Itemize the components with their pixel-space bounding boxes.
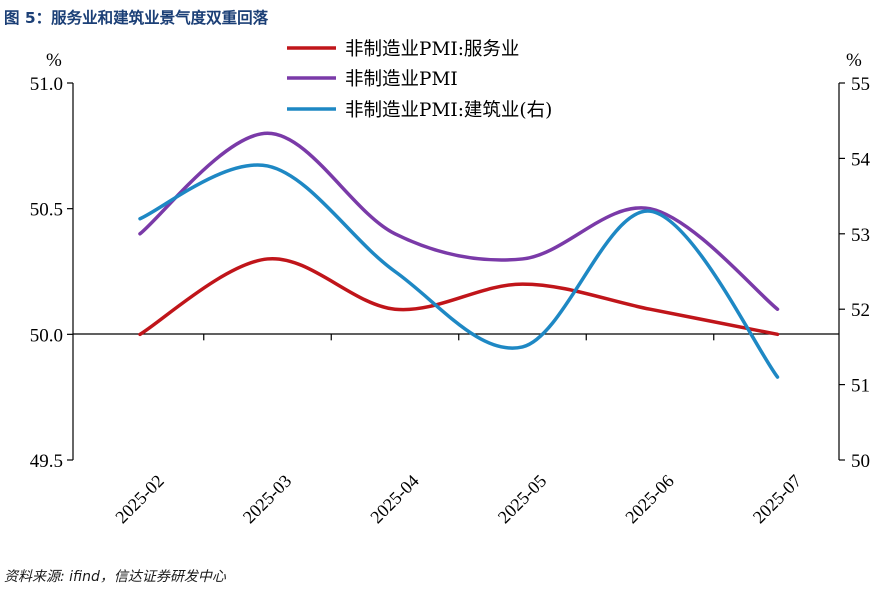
x-tick-label: 2025-07 [749, 471, 806, 528]
figure-title: 图 5：服务业和建筑业景气度双重回落 [4, 9, 269, 27]
left-tick-label: 51.0 [30, 74, 63, 95]
x-tick-label: 2025-06 [621, 471, 678, 528]
left-axis-unit: % [46, 50, 62, 71]
legend-label-services: 非制造业PMI:服务业 [345, 39, 519, 60]
right-tick-label: 55 [851, 74, 870, 95]
right-tick-label: 53 [851, 225, 870, 246]
nonmfg-pmi-line [138, 131, 780, 311]
right-tick-label: 50 [851, 451, 870, 472]
x-tick-label: 2025-05 [494, 471, 551, 528]
right-axis-unit: % [846, 50, 862, 71]
legend-label-nonmfg: 非制造业PMI [345, 69, 458, 90]
right-tick-label: 51 [851, 376, 870, 397]
right-tick-label: 52 [851, 300, 870, 321]
right-tick-label: 54 [851, 149, 871, 170]
construction-line [138, 163, 780, 379]
x-tick-label: 2025-03 [239, 471, 296, 528]
left-tick-label: 49.5 [30, 451, 63, 472]
left-tick-label: 50.5 [30, 200, 63, 221]
services-line [138, 257, 780, 337]
legend: 非制造业PMI:服务业 非制造业PMI 非制造业PMI:建筑业(右) [287, 39, 552, 121]
x-tick-label: 2025-04 [366, 471, 423, 528]
legend-label-construction: 非制造业PMI:建筑业(右) [345, 100, 552, 121]
x-tick-label: 2025-02 [111, 471, 168, 528]
source-note: 资料来源: ifind，信达证券研发中心 [4, 569, 226, 585]
left-tick-label: 50.0 [30, 325, 63, 346]
